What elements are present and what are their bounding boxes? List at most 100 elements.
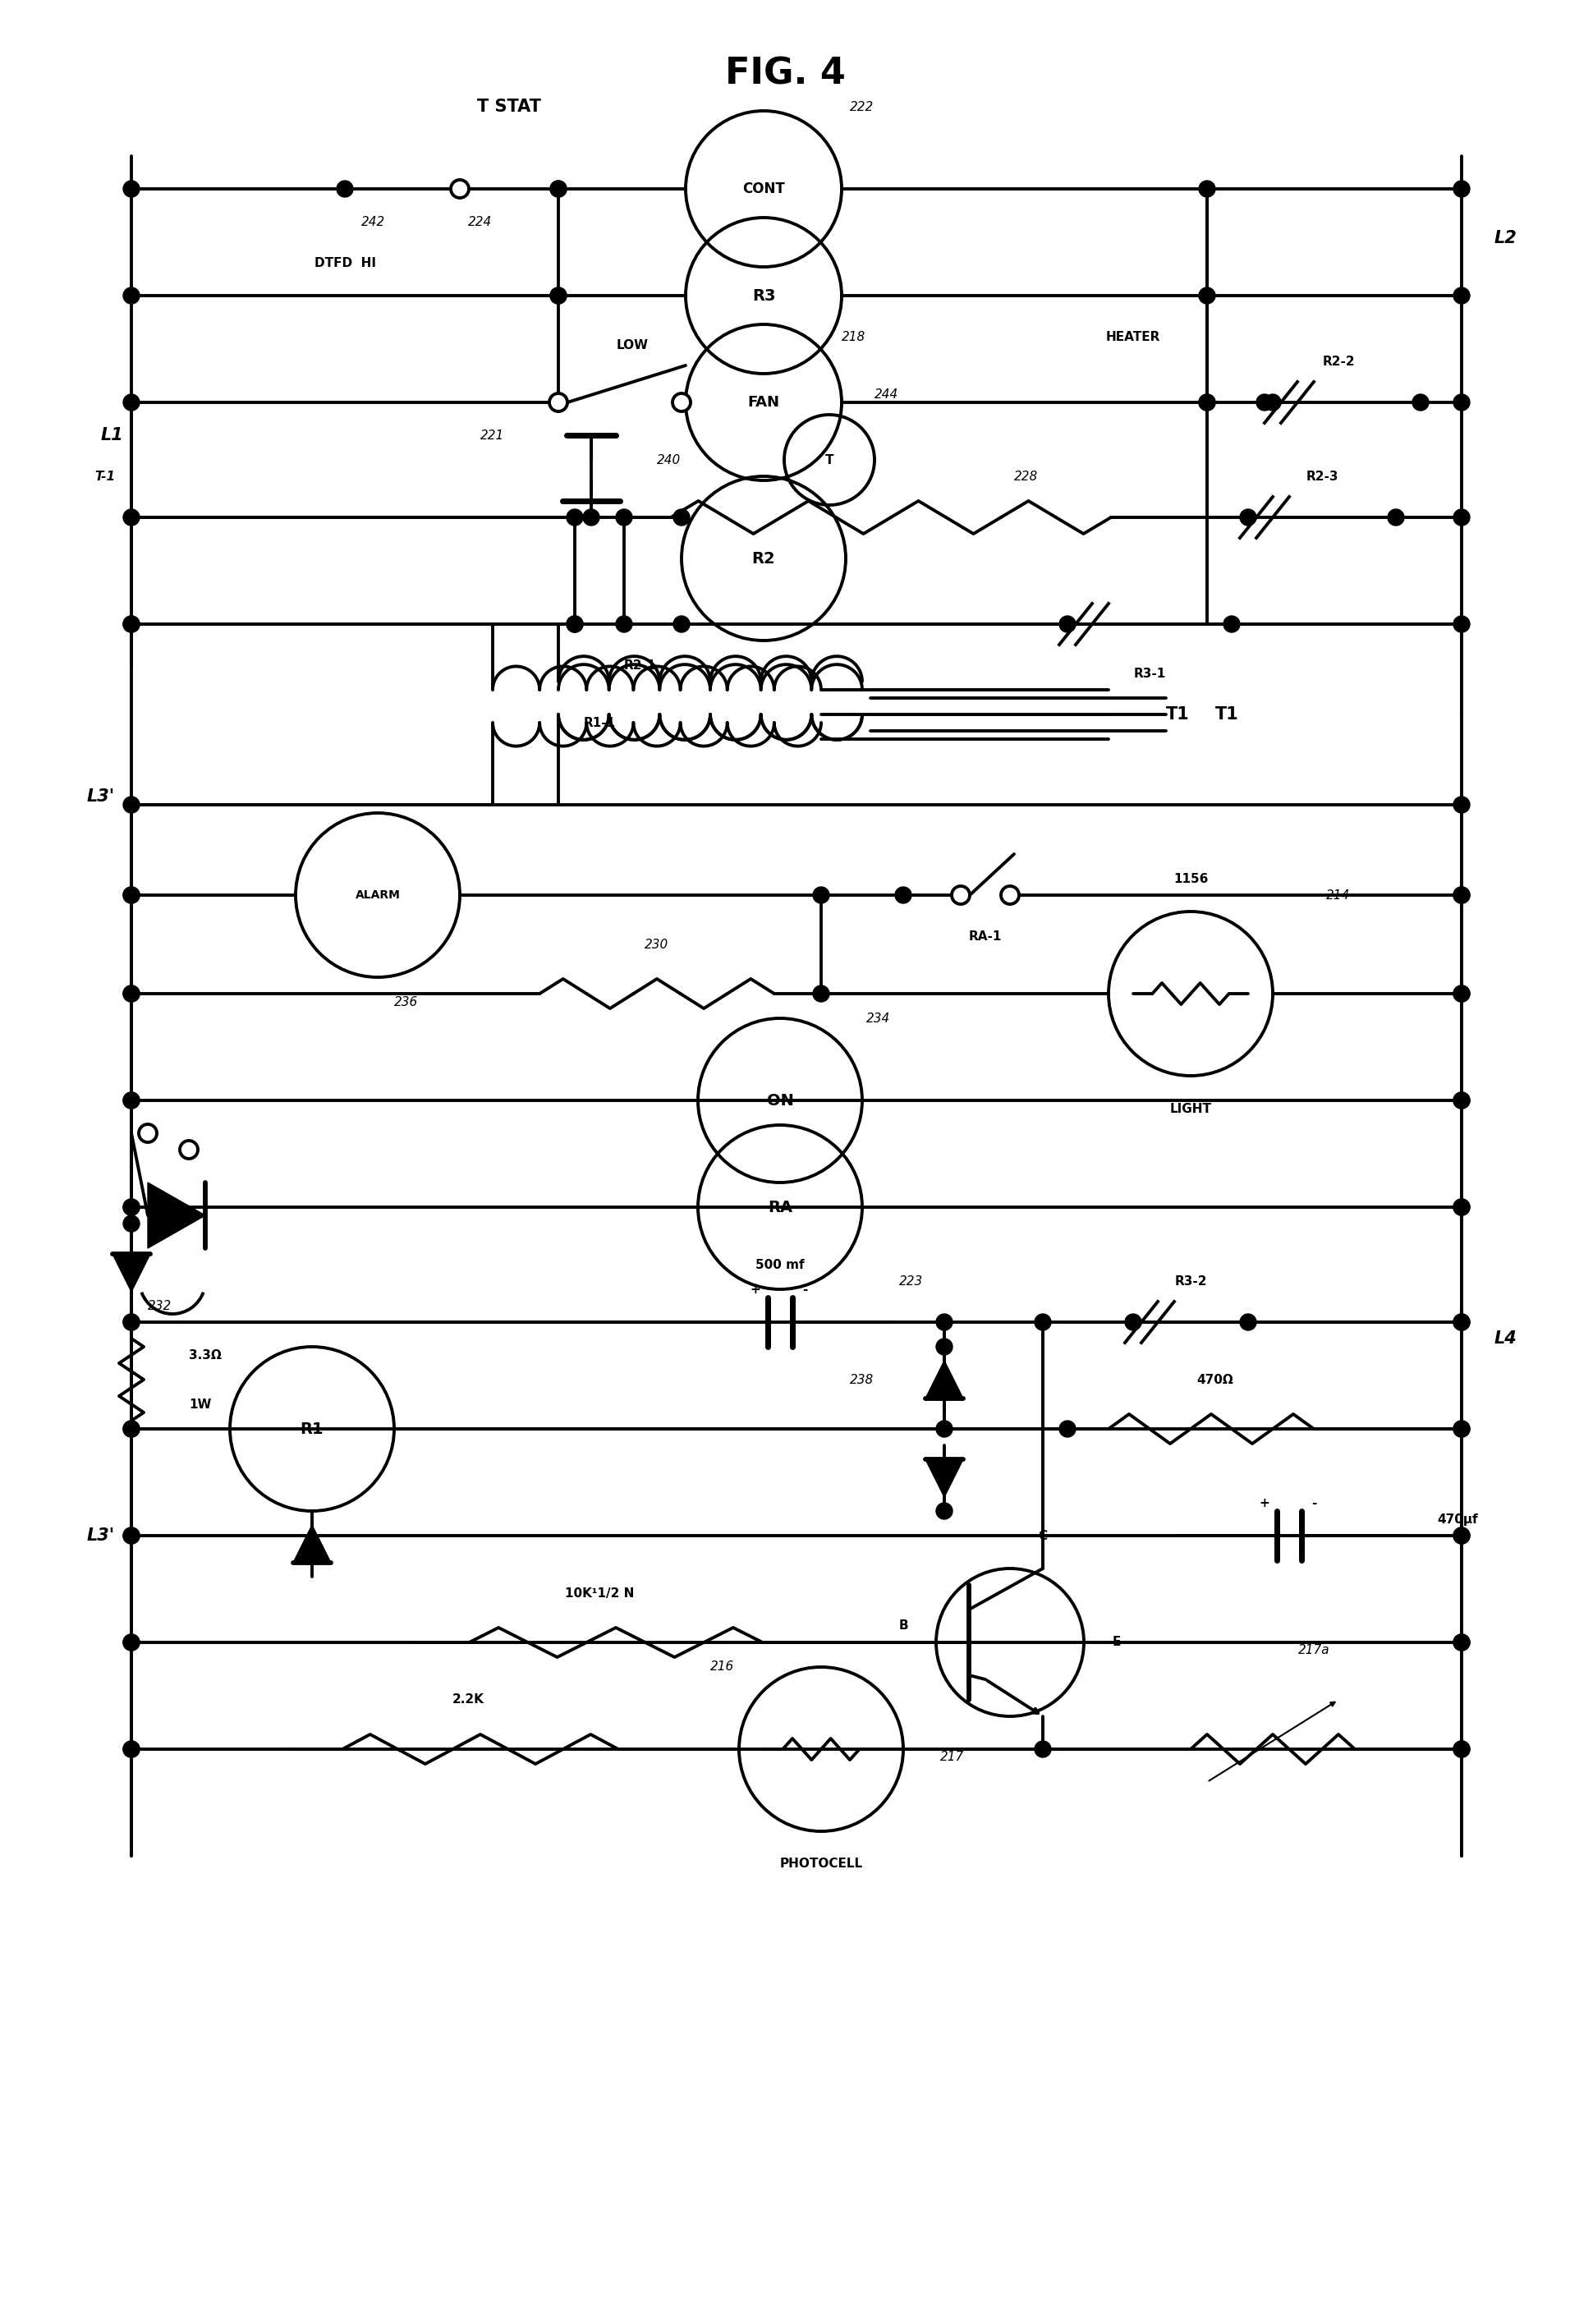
Circle shape: [122, 1092, 140, 1109]
Circle shape: [550, 181, 567, 198]
Circle shape: [1454, 1199, 1470, 1215]
Circle shape: [1454, 616, 1470, 632]
Text: DTFD  HI: DTFD HI: [314, 256, 375, 270]
Circle shape: [122, 395, 140, 411]
Text: 2.2K: 2.2K: [452, 1694, 484, 1706]
Circle shape: [1454, 1420, 1470, 1436]
Circle shape: [122, 616, 140, 632]
Text: -: -: [802, 1283, 807, 1294]
Circle shape: [674, 509, 689, 525]
Circle shape: [813, 985, 829, 1002]
Circle shape: [1240, 509, 1256, 525]
Text: 234: 234: [867, 1013, 890, 1025]
Circle shape: [567, 616, 582, 632]
Text: 236: 236: [394, 995, 418, 1009]
Polygon shape: [925, 1459, 962, 1497]
Circle shape: [1454, 1527, 1470, 1543]
Text: B: B: [898, 1620, 907, 1631]
Text: T-1: T-1: [94, 469, 115, 483]
Circle shape: [1454, 1741, 1470, 1757]
Text: C: C: [1038, 1529, 1047, 1541]
Text: FIG. 4: FIG. 4: [725, 56, 845, 91]
Circle shape: [122, 1634, 140, 1650]
Circle shape: [122, 1215, 140, 1232]
Text: RA: RA: [768, 1199, 793, 1215]
Text: CONT: CONT: [743, 181, 785, 195]
Circle shape: [122, 1199, 140, 1215]
Text: -: -: [1311, 1497, 1316, 1508]
Circle shape: [1223, 616, 1240, 632]
Text: L3': L3': [86, 788, 115, 804]
Circle shape: [122, 616, 140, 632]
Circle shape: [1035, 1741, 1050, 1757]
Text: LIGHT: LIGHT: [1170, 1102, 1212, 1116]
Circle shape: [1454, 509, 1470, 525]
Circle shape: [951, 885, 970, 904]
Text: R2-1: R2-1: [623, 660, 656, 672]
Circle shape: [1454, 1092, 1470, 1109]
Text: 218: 218: [842, 330, 867, 344]
Circle shape: [122, 985, 140, 1002]
Text: R3: R3: [752, 288, 776, 304]
Text: 500 mf: 500 mf: [755, 1260, 804, 1271]
Text: +: +: [1259, 1497, 1270, 1508]
Polygon shape: [294, 1525, 331, 1562]
Circle shape: [138, 1125, 157, 1143]
Circle shape: [1002, 885, 1019, 904]
Text: L1: L1: [100, 428, 122, 444]
Circle shape: [582, 509, 600, 525]
Circle shape: [1454, 181, 1470, 198]
Circle shape: [1454, 888, 1470, 904]
Circle shape: [936, 1339, 953, 1355]
Text: R2-3: R2-3: [1306, 469, 1338, 483]
Circle shape: [1454, 1741, 1470, 1757]
Text: 242: 242: [361, 216, 385, 228]
Text: R2: R2: [752, 551, 776, 567]
Polygon shape: [113, 1255, 151, 1292]
Text: HEATER: HEATER: [1105, 330, 1160, 344]
Text: T1: T1: [1167, 706, 1190, 723]
Circle shape: [550, 288, 567, 304]
Text: 470μf: 470μf: [1437, 1513, 1477, 1525]
Text: 238: 238: [851, 1373, 874, 1385]
Circle shape: [1264, 395, 1281, 411]
Circle shape: [1060, 1420, 1075, 1436]
Circle shape: [1413, 395, 1429, 411]
Text: R3-1: R3-1: [1134, 667, 1165, 679]
Text: L3': L3': [86, 1527, 115, 1543]
Text: +: +: [750, 1283, 761, 1294]
Circle shape: [1454, 985, 1470, 1002]
Circle shape: [122, 1741, 140, 1757]
Text: 1W: 1W: [188, 1399, 212, 1411]
Circle shape: [122, 1741, 140, 1757]
Text: 230: 230: [645, 939, 669, 951]
Text: R2-2: R2-2: [1322, 356, 1355, 367]
Text: 1156: 1156: [1173, 872, 1207, 885]
Circle shape: [122, 181, 140, 198]
Text: 470Ω: 470Ω: [1196, 1373, 1234, 1385]
Text: 232: 232: [148, 1299, 171, 1311]
Circle shape: [122, 1527, 140, 1543]
Text: 240: 240: [656, 453, 681, 467]
Circle shape: [122, 1634, 140, 1650]
Text: 222: 222: [851, 100, 874, 114]
Circle shape: [1454, 985, 1470, 1002]
Text: 216: 216: [711, 1662, 735, 1673]
Text: T1: T1: [1215, 706, 1239, 723]
Circle shape: [122, 1527, 140, 1543]
Circle shape: [122, 1313, 140, 1329]
Text: 223: 223: [900, 1276, 923, 1287]
Text: R3-2: R3-2: [1174, 1276, 1207, 1287]
Circle shape: [1454, 1634, 1470, 1650]
Circle shape: [1454, 1092, 1470, 1109]
Circle shape: [122, 1420, 140, 1436]
Circle shape: [336, 181, 353, 198]
Circle shape: [1388, 509, 1404, 525]
Circle shape: [1126, 1313, 1141, 1329]
Circle shape: [567, 616, 582, 632]
Text: 10K¹1/2 N: 10K¹1/2 N: [565, 1587, 634, 1599]
Circle shape: [451, 179, 469, 198]
Circle shape: [1454, 1634, 1470, 1650]
Text: E: E: [1113, 1636, 1121, 1648]
Text: PHOTOCELL: PHOTOCELL: [780, 1857, 862, 1871]
